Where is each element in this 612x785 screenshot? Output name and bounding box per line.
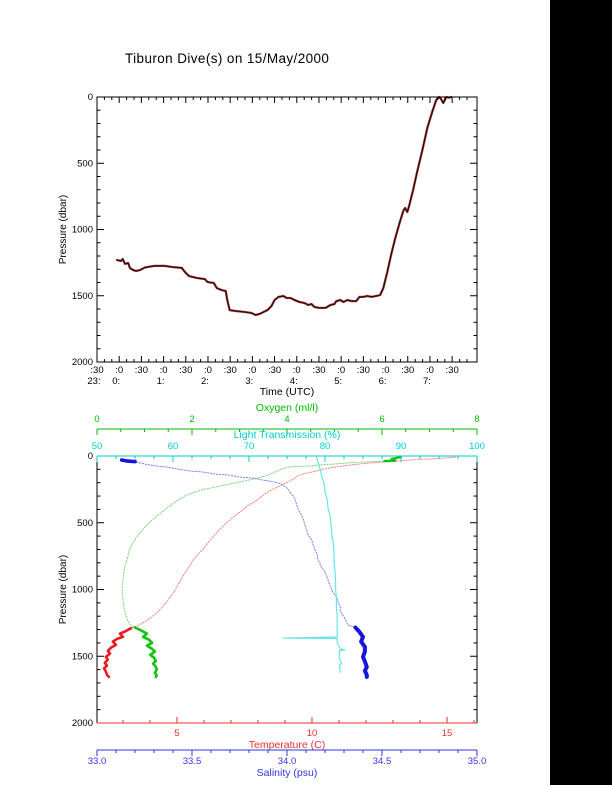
temperature-profile-deep-cluster [102, 626, 133, 679]
page-title: Tiburon Dive(s) on 15/May/2000 [125, 51, 330, 66]
oxygen-profile-deep-cluster [133, 626, 159, 679]
temperature-tick-label: 15 [442, 728, 453, 739]
time-axis-title: Time (UTC) [260, 386, 314, 398]
time-minute-label: :30 [179, 365, 192, 376]
plots-canvas: 0500100015002000:3023::00::30:01::30:02:… [58, 92, 487, 779]
time-minute-label: :30 [268, 365, 281, 376]
oxygen-tick-label: 6 [379, 414, 384, 425]
time-minute-label: :0 [115, 365, 123, 376]
light-transmission-profile [282, 456, 346, 673]
time-hour-label: 1: [157, 376, 165, 387]
time-minute-label: :30 [401, 365, 414, 376]
time-hour-label: 7: [423, 376, 431, 387]
salinity-tick-label: 33.0 [88, 756, 107, 767]
salinity-tick-label: 34.5 [373, 756, 392, 767]
pressure-tick-label: 500 [77, 518, 93, 529]
time-hour-label: 23: [87, 376, 100, 387]
top-plot-frame [96, 96, 478, 363]
time-minute-label: :0 [337, 365, 345, 376]
time-minute-label: :0 [426, 365, 434, 376]
light-transmission-tick-label: 60 [168, 441, 179, 452]
time-minute-label: :0 [293, 365, 301, 376]
time-hour-label: 5: [334, 376, 342, 387]
dive-track-fringe [115, 95, 453, 317]
top-pressure-axis-title: Pressure (dbar) [58, 195, 69, 264]
pressure-tick-label: 1000 [72, 225, 93, 236]
temperature-tick-label: 5 [174, 728, 179, 739]
dive-track-line [116, 96, 452, 316]
oxygen-tick-label: 8 [474, 414, 479, 425]
time-hour-label: 3: [245, 376, 253, 387]
time-minute-label: :30 [90, 365, 103, 376]
time-minute-label: :0 [204, 365, 212, 376]
time-hour-label: 0: [112, 376, 120, 387]
time-minute-label: :30 [357, 365, 370, 376]
salinity-tick-label: 33.5 [183, 756, 202, 767]
time-minute-label: :30 [135, 365, 148, 376]
pressure-tick-label: 0 [88, 92, 93, 103]
temperature-tick-label: 10 [307, 728, 318, 739]
oxygen-tick-label: 4 [284, 414, 289, 425]
oxygen-profile [121, 456, 402, 678]
time-hour-label: 2: [201, 376, 209, 387]
pressure-tick-label: 0 [88, 451, 93, 462]
time-minute-label: :0 [248, 365, 256, 376]
time-hour-label: 6: [379, 376, 387, 387]
light-transmission-tick-label: 70 [244, 441, 255, 452]
time-hour-label: 4: [290, 376, 298, 387]
salinity-profile [121, 459, 368, 678]
right-black-strip [550, 0, 612, 785]
oxygen-tick-label: 2 [189, 414, 194, 425]
time-minute-label: :30 [224, 365, 237, 376]
time-minute-label: :30 [312, 365, 325, 376]
salinity-profile-surface-cluster [119, 458, 137, 464]
pressure-tick-label: 1500 [72, 651, 93, 662]
oxygen-axis-title: Oxygen (ml/l) [256, 402, 318, 414]
light-transmission-tick-label: 90 [396, 441, 407, 452]
bottom-pressure-axis-title: Pressure (dbar) [58, 555, 69, 624]
light-transmission-axis-title: Light Transmission (%) [234, 429, 341, 441]
salinity-profile-deep-cluster [353, 625, 369, 679]
salinity-axis-title: Salinity (psu) [257, 767, 318, 779]
time-minute-label: :30 [446, 365, 459, 376]
temperature-profile [103, 456, 456, 678]
light-transmission-tick-label: 50 [92, 441, 103, 452]
plot-page: Tiburon Dive(s) on 15/May/2000 0 500 1000 1… [0, 0, 550, 785]
pressure-tick-label: 1500 [72, 291, 93, 302]
light-transmission-tick-label: 100 [469, 441, 485, 452]
salinity-tick-label: 34.0 [278, 756, 297, 767]
salinity-tick-label: 35.0 [468, 756, 487, 767]
time-minute-label: :0 [160, 365, 168, 376]
oxygen-profile-surface-cluster [383, 455, 403, 463]
pressure-tick-label: 1000 [72, 585, 93, 596]
temperature-axis-title: Temperature (C) [249, 739, 325, 751]
pressure-tick-label: 2000 [72, 357, 93, 368]
light-transmission-tick-label: 80 [320, 441, 331, 452]
time-minute-label: :0 [382, 365, 390, 376]
oxygen-tick-label: 0 [94, 414, 99, 425]
pressure-tick-label: 2000 [72, 718, 93, 729]
pressure-tick-label: 500 [77, 158, 93, 169]
